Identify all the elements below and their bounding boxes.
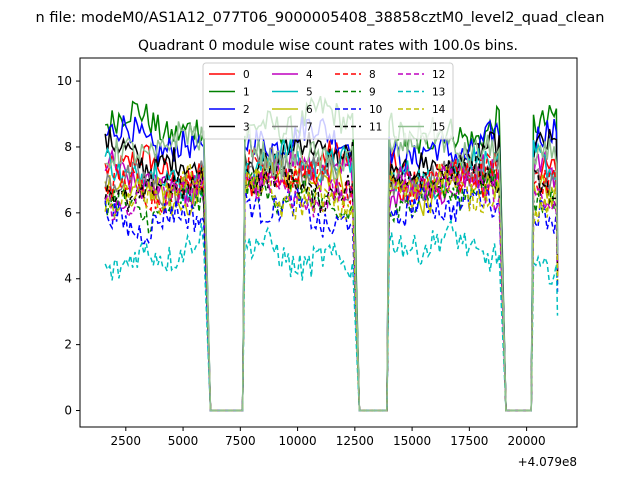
legend-label-7: 7 (306, 122, 313, 134)
legend-label-9: 9 (369, 87, 376, 99)
legend-label-10: 10 (369, 104, 382, 116)
series-line-11 (104, 148, 559, 412)
x-axis: 2500 5000 7500 10000 12500 15000 17500 20000 (111, 427, 546, 448)
y-axis: 0 2 4 6 8 10 (57, 74, 80, 418)
legend-label-6: 6 (306, 104, 313, 116)
y-tick-label: 8 (64, 140, 72, 154)
legend-label-15: 15 (432, 122, 445, 134)
y-tick-label: 6 (64, 206, 72, 220)
x-tick-label: 12500 (336, 434, 374, 448)
legend-label-0: 0 (243, 69, 250, 81)
legend-box (202, 62, 454, 140)
y-tick-label: 2 (64, 338, 72, 352)
legend-label-11: 11 (369, 122, 382, 134)
legend-label-12: 12 (432, 69, 445, 81)
x-tick-label: 17500 (450, 434, 488, 448)
legend-label-14: 14 (432, 104, 446, 116)
legend-label-3: 3 (243, 122, 250, 134)
y-tick-label: 10 (57, 74, 72, 88)
plot-frame (79, 57, 578, 428)
legend-label-4: 4 (306, 69, 313, 81)
x-tick-label: 7500 (225, 434, 256, 448)
series-line-10 (104, 184, 559, 412)
series-line-12 (104, 163, 559, 412)
series-line-14 (104, 161, 559, 412)
legend-label-5: 5 (306, 87, 313, 99)
legend-label-8: 8 (369, 69, 376, 81)
legend-label-2: 2 (243, 104, 250, 116)
chart-title: Quadrant 0 module wise count rates with … (138, 38, 518, 54)
y-tick-label: 4 (64, 272, 72, 286)
legend-label-13: 13 (432, 87, 445, 99)
legend-label-1: 1 (243, 87, 250, 99)
x-tick-label: 2500 (111, 434, 142, 448)
series-layer (104, 95, 559, 412)
y-tick-label: 0 (64, 404, 72, 418)
x-tick-label: 15000 (393, 434, 431, 448)
series-line-15 (105, 116, 559, 412)
x-tick-label: 10000 (278, 434, 316, 448)
figure-suptitle: n file: modeM0/AS1A12_077T06_9000005408_… (36, 10, 605, 26)
x-tick-label: 20000 (508, 434, 546, 448)
x-tick-label: 5000 (168, 434, 199, 448)
series-line-13 (104, 218, 559, 412)
x-offset-label: +4.079e8 (518, 455, 577, 469)
